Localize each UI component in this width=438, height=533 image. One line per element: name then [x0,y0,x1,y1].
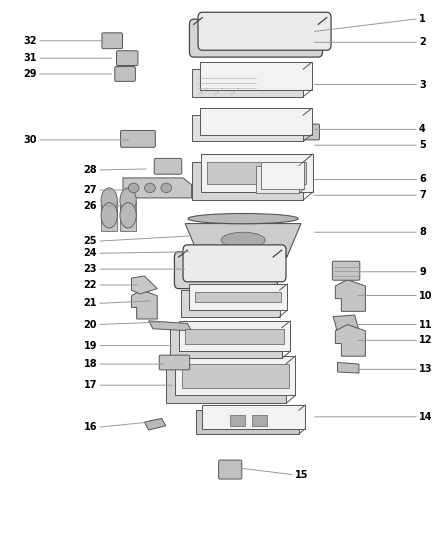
Ellipse shape [188,214,298,224]
FancyBboxPatch shape [190,19,322,57]
Polygon shape [145,418,166,430]
Polygon shape [179,321,290,351]
Ellipse shape [128,183,139,192]
Text: 8: 8 [419,227,426,237]
Text: 27: 27 [84,185,97,195]
FancyBboxPatch shape [120,131,155,147]
Text: 22: 22 [84,280,97,290]
Polygon shape [196,410,299,434]
Polygon shape [201,154,313,192]
FancyBboxPatch shape [198,12,331,50]
Polygon shape [200,62,312,90]
Polygon shape [191,69,303,96]
FancyBboxPatch shape [300,124,319,140]
Text: 14: 14 [419,412,433,422]
FancyBboxPatch shape [332,261,360,280]
Polygon shape [123,178,191,198]
Text: 1: 1 [419,14,426,23]
Text: 5: 5 [419,140,426,150]
Ellipse shape [120,188,136,213]
Text: 11: 11 [419,319,433,329]
Text: 26: 26 [84,201,97,211]
Polygon shape [338,362,359,373]
Ellipse shape [199,253,287,260]
Text: 21: 21 [84,298,97,309]
Ellipse shape [221,232,265,248]
Polygon shape [261,161,304,189]
Polygon shape [333,315,359,333]
Polygon shape [191,162,303,200]
Text: 28: 28 [84,165,97,175]
Ellipse shape [145,183,155,192]
Polygon shape [336,280,365,311]
FancyBboxPatch shape [208,162,306,184]
FancyBboxPatch shape [195,292,281,302]
Text: 30: 30 [24,135,37,145]
Polygon shape [256,166,299,193]
Text: 24: 24 [84,248,97,259]
Polygon shape [170,328,282,358]
Text: 29: 29 [24,69,37,79]
Polygon shape [131,290,157,319]
Ellipse shape [101,188,117,213]
FancyBboxPatch shape [185,329,284,343]
Polygon shape [191,115,303,141]
FancyBboxPatch shape [219,460,242,479]
FancyBboxPatch shape [252,415,267,426]
FancyBboxPatch shape [174,252,277,289]
Text: 7: 7 [419,190,426,200]
Polygon shape [181,290,279,317]
Text: 31: 31 [24,53,37,63]
FancyBboxPatch shape [101,200,117,216]
Text: 23: 23 [84,264,97,274]
Polygon shape [200,108,312,135]
Text: 20: 20 [84,319,97,329]
Text: 6: 6 [419,174,426,184]
Text: 17: 17 [84,380,97,390]
FancyBboxPatch shape [120,200,136,216]
Text: 15: 15 [295,470,308,480]
FancyBboxPatch shape [120,215,136,231]
FancyBboxPatch shape [115,67,135,82]
Text: 2: 2 [419,37,426,47]
Text: 32: 32 [24,36,37,46]
Polygon shape [175,356,296,395]
Polygon shape [185,223,301,256]
Text: 18: 18 [84,359,97,369]
Text: 3: 3 [419,79,426,90]
FancyBboxPatch shape [183,245,286,282]
FancyBboxPatch shape [101,215,117,231]
Text: 25: 25 [84,236,97,246]
Text: 12: 12 [419,335,433,345]
FancyBboxPatch shape [182,364,289,387]
Polygon shape [131,276,157,294]
FancyBboxPatch shape [117,51,138,66]
Text: 16: 16 [84,422,97,432]
Text: 4: 4 [419,124,426,134]
Text: 9: 9 [419,267,426,277]
Ellipse shape [161,183,172,192]
Ellipse shape [120,203,136,228]
Text: 19: 19 [84,341,97,351]
Polygon shape [336,325,365,356]
FancyBboxPatch shape [154,158,182,174]
Ellipse shape [101,203,117,228]
FancyBboxPatch shape [230,415,245,426]
FancyBboxPatch shape [159,355,190,370]
Polygon shape [166,364,286,403]
FancyBboxPatch shape [102,33,123,49]
Polygon shape [202,405,305,429]
Text: 13: 13 [419,365,433,374]
Polygon shape [148,321,191,331]
Text: 10: 10 [419,290,433,301]
Polygon shape [189,284,287,310]
